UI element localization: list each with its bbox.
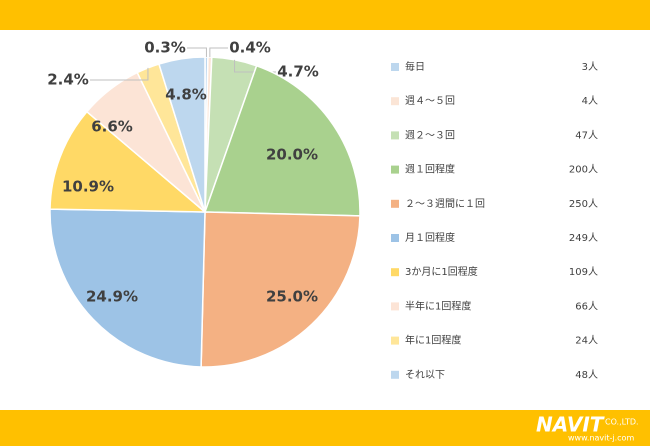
- legend-swatch: [391, 63, 399, 71]
- pie-slice: [49, 208, 206, 368]
- pie-slice: [203, 64, 361, 217]
- legend-count: 47人: [575, 129, 598, 141]
- legend-label: 週４～５回: [405, 95, 455, 107]
- legend-count: 250人: [569, 198, 598, 210]
- legend-swatch: [391, 268, 399, 277]
- legend-label: それ以下: [405, 369, 445, 381]
- bottom-band: [0, 410, 650, 446]
- data-label: 24.9%: [86, 288, 138, 306]
- legend-swatch: [391, 302, 399, 311]
- data-label: 4.8%: [165, 86, 207, 104]
- legend-label: 週１回程度: [405, 163, 455, 176]
- legend-swatch: [391, 336, 399, 345]
- pie-slice: [49, 110, 208, 213]
- legend-swatch: [391, 199, 399, 208]
- legend-label: 3か月に1回程度: [405, 265, 478, 278]
- legend-label: 月１回程度: [405, 231, 455, 244]
- logo: NAVIT: [536, 413, 605, 437]
- legend-swatch: [391, 370, 399, 379]
- legend-count: 4人: [582, 95, 598, 107]
- data-label: 6.6%: [91, 118, 133, 136]
- data-label: 10.9%: [62, 178, 114, 196]
- data-label: 2.4%: [47, 71, 89, 89]
- data-label: 4.7%: [277, 63, 319, 81]
- legend-swatch: [391, 165, 399, 174]
- pie-slice: [200, 211, 361, 368]
- legend-count: 3人: [582, 61, 598, 73]
- legend-label: 毎日: [405, 60, 425, 73]
- data-label: 0.3%: [144, 39, 186, 57]
- legend-swatch: [391, 131, 399, 140]
- top-band: [0, 0, 650, 30]
- logo-company: CO.,LTD.: [605, 418, 639, 427]
- legend-count: 48人: [575, 369, 598, 381]
- legend-label: 週２～３回: [405, 129, 455, 141]
- leader-line: [209, 47, 228, 58]
- logo-url: www.navit-j.com: [568, 434, 634, 443]
- legend-count: 66人: [575, 300, 598, 312]
- legend-label: 年に1回程度: [405, 334, 461, 347]
- legend-swatch: [391, 234, 399, 242]
- leader-line: [187, 47, 207, 58]
- legend-count: 249人: [569, 232, 598, 244]
- data-label: 20.0%: [266, 146, 318, 164]
- pie-slice: [158, 56, 206, 213]
- legend-label: 半年に1回程度: [405, 299, 471, 312]
- legend-count: 109人: [569, 266, 598, 278]
- legend-count: 24人: [575, 335, 598, 347]
- data-label: 0.4%: [229, 39, 271, 57]
- legend-count: 200人: [569, 164, 598, 176]
- leader-line: [90, 67, 149, 81]
- legend-swatch: [391, 97, 399, 106]
- legend-label: ２～３週間に１回: [405, 198, 485, 210]
- data-label: 25.0%: [266, 288, 318, 306]
